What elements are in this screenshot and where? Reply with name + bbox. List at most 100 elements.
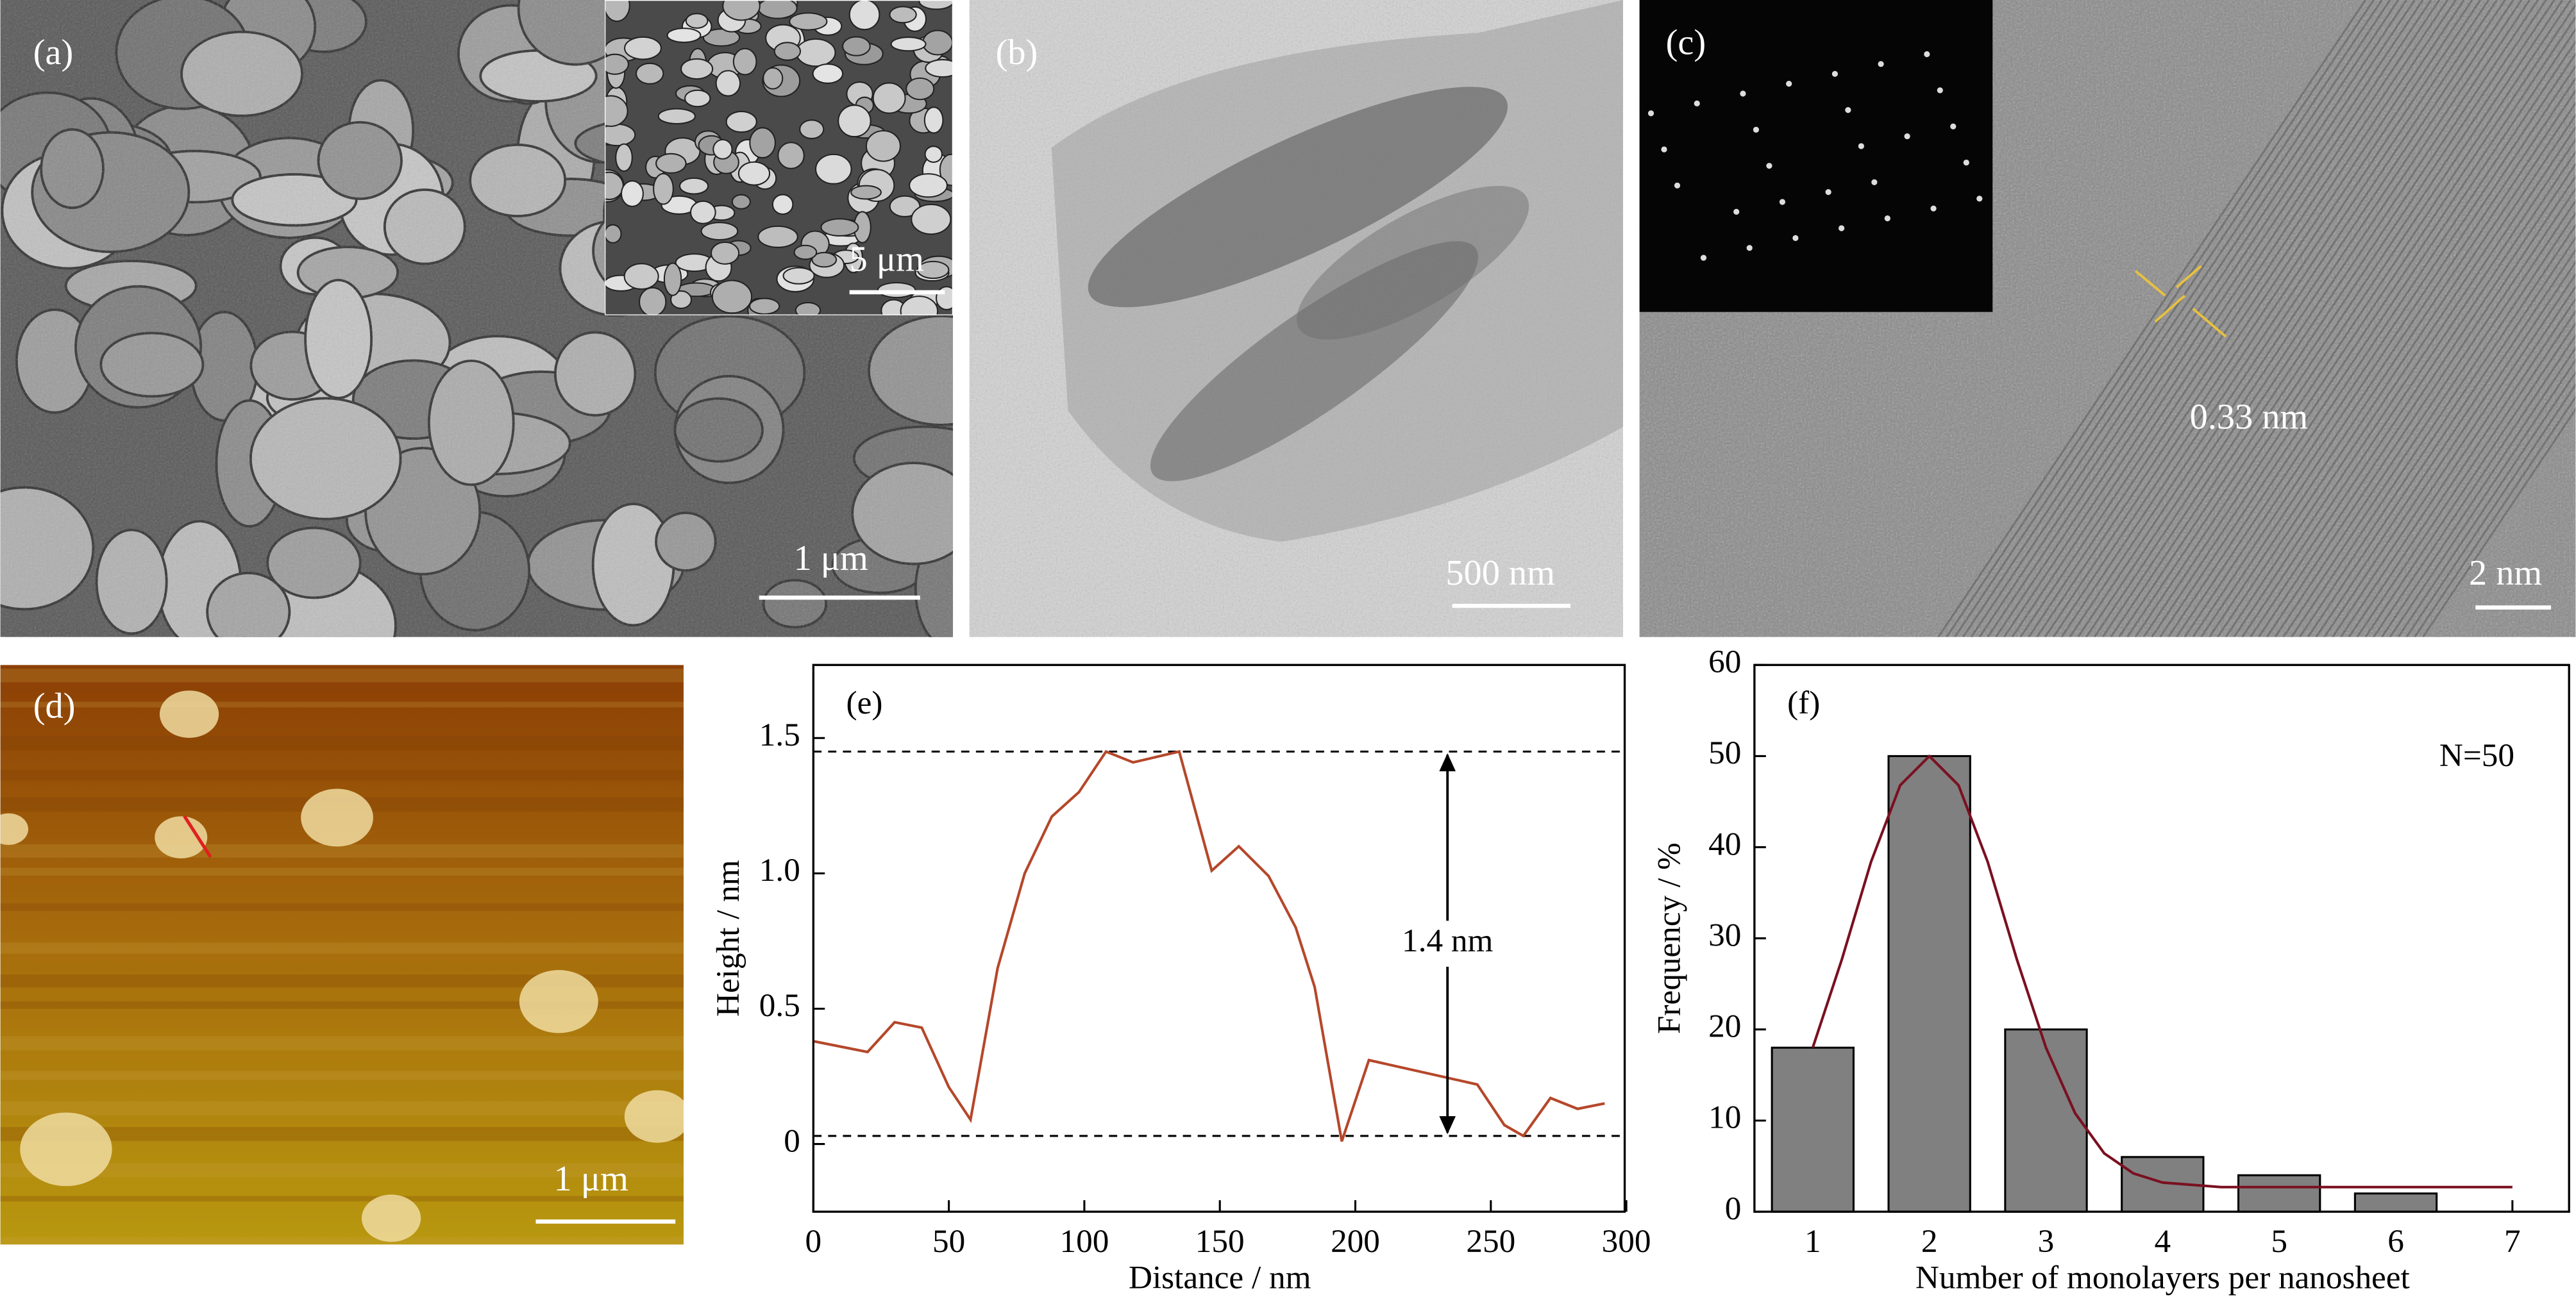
fringe <box>1978 0 2407 637</box>
fringe <box>1995 0 2424 637</box>
flake <box>657 108 696 125</box>
y-tick-label: 60 <box>1708 644 1741 680</box>
fringe <box>1937 0 2366 637</box>
flake <box>838 104 871 138</box>
y-tick-label: 1.0 <box>759 852 800 889</box>
flake <box>789 12 828 31</box>
diffraction-spot <box>1839 225 1845 231</box>
flake <box>621 180 644 208</box>
bar <box>1771 1046 1855 1213</box>
fringe <box>2364 321 2576 637</box>
y-tick-label: 0 <box>1725 1190 1742 1227</box>
flake <box>795 38 836 67</box>
diffraction-spot <box>1647 110 1654 117</box>
diffraction-spot <box>1976 196 1983 202</box>
fringe <box>2266 174 2576 637</box>
fringe <box>2019 0 2448 637</box>
diffraction-spot <box>1694 100 1700 106</box>
flake <box>922 29 954 56</box>
image-text: (b) <box>996 33 1038 72</box>
diffraction-spot <box>1779 199 1786 205</box>
flake <box>820 218 859 237</box>
flake <box>905 77 935 101</box>
fringe <box>2397 371 2576 637</box>
annotation: 1.4 nm <box>1402 922 1493 959</box>
flake <box>605 95 628 127</box>
fringe <box>2291 211 2576 637</box>
fringe <box>2257 162 2576 637</box>
flake <box>918 0 954 10</box>
nanosheet <box>0 813 29 845</box>
diffraction-spot <box>1963 159 1969 166</box>
scan-line <box>0 1036 684 1051</box>
fringe <box>2044 0 2473 637</box>
flake <box>1088 87 1508 308</box>
flake <box>712 138 733 160</box>
flake <box>749 297 780 315</box>
diffraction-spot <box>1786 81 1792 87</box>
flake <box>793 244 818 260</box>
flake <box>710 241 740 265</box>
fringe <box>2069 0 2498 637</box>
fringe <box>2085 0 2514 637</box>
flake <box>799 119 825 140</box>
scan-line <box>0 735 684 751</box>
image-text: 1 μm <box>794 538 868 578</box>
fringe <box>2209 88 2576 637</box>
flake <box>777 142 805 169</box>
y-tick-label: 20 <box>1708 1008 1741 1045</box>
diffraction-spot <box>1937 87 1943 94</box>
diffraction-spot <box>1746 245 1753 251</box>
diffraction-spot <box>1733 208 1740 215</box>
diffraction-spot <box>1858 143 1864 149</box>
x-tick-label: 300 <box>1602 1223 1651 1260</box>
flake <box>909 173 948 198</box>
fringe <box>2241 138 2576 637</box>
diffraction-spot <box>1831 71 1838 77</box>
fringe <box>1954 0 2383 637</box>
scan-line <box>0 701 684 708</box>
y-tick-label: 10 <box>1708 1099 1741 1136</box>
flake <box>670 290 693 310</box>
flake <box>773 42 802 61</box>
flake <box>680 58 714 80</box>
fringe <box>2323 260 2576 637</box>
flake <box>678 177 709 195</box>
x-tick-label: 2 <box>1921 1223 1938 1260</box>
label-bg <box>1398 921 1497 967</box>
y-axis-title: Height / nm <box>710 860 746 1017</box>
diffraction-spot <box>1740 90 1746 97</box>
fringe <box>2011 0 2441 637</box>
scan-line <box>0 1101 684 1115</box>
fringe <box>2184 52 2576 637</box>
x-tick-label: 1 <box>1805 1223 1821 1260</box>
fringe <box>1987 0 2416 637</box>
x-tick-label: 250 <box>1466 1223 1515 1260</box>
fringe <box>2274 187 2576 637</box>
fringe <box>2110 0 2539 637</box>
fringe <box>2356 309 2576 637</box>
image-text: (d) <box>33 686 76 726</box>
flake <box>782 267 815 285</box>
diffraction-spot <box>1884 215 1890 222</box>
diffraction-spot <box>1950 123 1957 129</box>
flake <box>605 53 629 75</box>
y-axis-title: Frequency / % <box>1651 842 1688 1034</box>
flake <box>624 36 662 60</box>
x-tick-label: 7 <box>2504 1223 2521 1260</box>
image-text: (c) <box>1666 23 1706 63</box>
flake <box>636 62 664 85</box>
scan-line <box>0 769 684 781</box>
fringe <box>2175 40 2576 637</box>
fringe <box>2332 272 2576 637</box>
flake <box>757 0 798 19</box>
arrow <box>2134 265 2227 338</box>
diffraction-spot <box>1871 179 1878 185</box>
nanosheet <box>624 1090 684 1143</box>
flake <box>639 287 667 315</box>
tem-image <box>969 0 1623 637</box>
fringe <box>2250 150 2576 637</box>
y-tick-label: 0 <box>784 1123 800 1159</box>
image-text: (a) <box>33 33 74 72</box>
x-axis-title: Number of monolayers per nanosheet <box>1915 1259 2410 1296</box>
